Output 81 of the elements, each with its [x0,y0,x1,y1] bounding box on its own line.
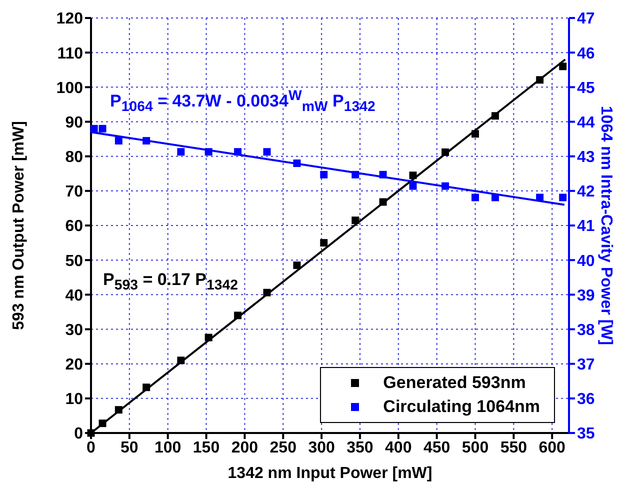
y2-tick-label: 38 [577,322,595,339]
y-tick-label: 10 [65,391,84,408]
point [177,356,185,364]
x-tick-label: 450 [423,439,450,456]
x-tick-label: 600 [538,439,566,456]
y-tick-label: 110 [57,45,84,62]
point [536,194,544,202]
point [320,170,328,178]
x-axis-title: 1342 nm Input Power [mW] [228,465,432,482]
point [491,112,499,120]
y2-tick-label: 43 [577,149,595,166]
point [442,148,450,156]
y-tick-label: 50 [65,252,84,270]
y-axis-title: 593 nm Output Power [mW] [10,121,28,330]
point [536,76,544,84]
point [491,194,499,202]
point [263,148,271,156]
y-tick-label: 90 [65,114,84,132]
y2-tick-label: 42 [577,184,595,201]
x-tick-label: 250 [270,439,297,456]
y-tick-label: 40 [65,287,84,304]
point [409,172,417,180]
annotation: P$_{1064}$ = 43.7W - 0.0034$^{W}$$_{mW}$ P$_{1342}$ [110,88,376,116]
point [379,198,387,206]
y2-tick-label: 46 [577,45,595,62]
y-tick-label: 0 [74,426,84,443]
y2-tick-label: 39 [577,287,595,304]
x-tick-label: 550 [500,439,528,456]
point [234,312,242,320]
y-tick-label: 100 [56,80,84,97]
x-tick-label: 150 [192,439,220,456]
point [142,384,150,392]
point [472,130,479,138]
y-tick-label: 30 [65,322,84,339]
point [472,194,479,202]
legend-label: Generated 593nm [383,373,526,393]
y2-axis-title: 1064 nm Intra-Cavity Power [W] [597,106,614,346]
x-tick-label: 200 [231,439,258,456]
point [142,137,150,145]
y2-tick-label: 45 [577,80,595,97]
x-tick-label: 300 [308,439,335,456]
y2-tick-label: 37 [577,356,595,374]
annotation: P$_{593}$ = 0.17 P$_{1342}$ [103,270,238,294]
point [352,170,360,178]
y-tick-label: 20 [65,356,84,374]
point [90,124,98,132]
y-tick-label: 120 [56,10,84,28]
y-tick-label: 70 [65,184,84,201]
x-tick-label: 400 [385,439,412,456]
x-tick-label: 500 [462,439,489,456]
point [98,124,106,132]
point [234,148,242,156]
point [409,182,417,190]
x-tick-label: 0 [86,439,96,456]
point [352,216,360,224]
point [442,182,450,190]
y2-tick-label: 47 [577,10,595,28]
point [177,148,185,156]
point [114,406,122,414]
point [379,170,387,178]
y2-tick-label: 35 [577,426,595,443]
y2-tick-label: 41 [577,218,595,236]
point [204,334,212,342]
y-tick-label: 80 [65,149,84,166]
y2-tick-label: 40 [577,252,595,270]
legend-label: Circulating 1064nm [383,397,540,417]
y2-tick-label: 36 [577,391,595,408]
point [293,262,301,270]
x-tick-label: 50 [120,439,138,456]
point [320,239,328,247]
point [263,288,271,296]
point [559,62,567,70]
point [293,160,301,167]
point [114,137,122,145]
x-tick-label: 350 [346,439,374,456]
point [98,420,106,428]
point [559,194,567,202]
x-tick-label: 100 [154,439,182,456]
point [204,148,212,156]
y-tick-label: 60 [65,218,84,236]
y2-tick-label: 44 [577,114,595,132]
